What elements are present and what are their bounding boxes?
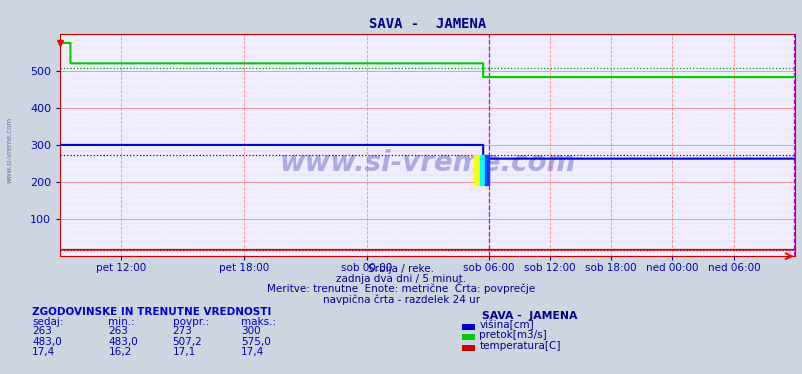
Text: 300: 300 [241, 327, 260, 336]
Text: 17,1: 17,1 [172, 347, 196, 357]
Title: SAVA -  JAMENA: SAVA - JAMENA [368, 17, 486, 31]
Bar [480, 155, 484, 185]
Bar [473, 155, 480, 185]
Text: 507,2: 507,2 [172, 337, 202, 347]
Text: www.si-vreme.com: www.si-vreme.com [6, 117, 12, 183]
Text: 16,2: 16,2 [108, 347, 132, 357]
Text: sedaj:: sedaj: [32, 317, 63, 327]
Text: 575,0: 575,0 [241, 337, 270, 347]
Text: ZGODOVINSKE IN TRENUTNE VREDNOSTI: ZGODOVINSKE IN TRENUTNE VREDNOSTI [32, 307, 271, 317]
Text: 483,0: 483,0 [108, 337, 138, 347]
Text: 263: 263 [108, 327, 128, 336]
Text: zadnja dva dni / 5 minut.: zadnja dva dni / 5 minut. [336, 275, 466, 284]
Text: maks.:: maks.: [241, 317, 276, 327]
Text: povpr.:: povpr.: [172, 317, 209, 327]
Text: 273: 273 [172, 327, 192, 336]
Text: 17,4: 17,4 [32, 347, 55, 357]
Text: navpična črta - razdelek 24 ur: navpična črta - razdelek 24 ur [322, 294, 480, 304]
Text: 263: 263 [32, 327, 52, 336]
Text: Srbija / reke.: Srbija / reke. [368, 264, 434, 274]
Text: min.:: min.: [108, 317, 135, 327]
Text: višina[cm]: višina[cm] [479, 319, 533, 329]
Text: www.si-vreme.com: www.si-vreme.com [279, 149, 575, 177]
Text: Meritve: trenutne  Enote: metrične  Črta: povprečje: Meritve: trenutne Enote: metrične Črta: … [267, 282, 535, 294]
Text: SAVA -  JAMENA: SAVA - JAMENA [481, 311, 577, 321]
Text: 17,4: 17,4 [241, 347, 264, 357]
Bar [484, 155, 488, 185]
Text: pretok[m3/s]: pretok[m3/s] [479, 330, 546, 340]
Text: 483,0: 483,0 [32, 337, 62, 347]
Text: temperatura[C]: temperatura[C] [479, 341, 560, 350]
